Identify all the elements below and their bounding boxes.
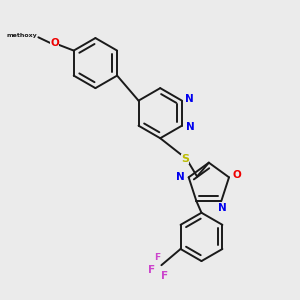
Text: O: O	[50, 38, 59, 48]
Text: S: S	[181, 154, 189, 164]
Text: O: O	[232, 170, 241, 180]
Text: N: N	[176, 172, 185, 182]
Text: N: N	[218, 202, 227, 212]
Text: N: N	[185, 94, 194, 104]
Text: F: F	[161, 272, 168, 281]
Text: methoxy: methoxy	[6, 33, 37, 38]
Text: F: F	[154, 253, 160, 262]
Text: N: N	[186, 122, 194, 132]
Text: F: F	[148, 265, 155, 275]
